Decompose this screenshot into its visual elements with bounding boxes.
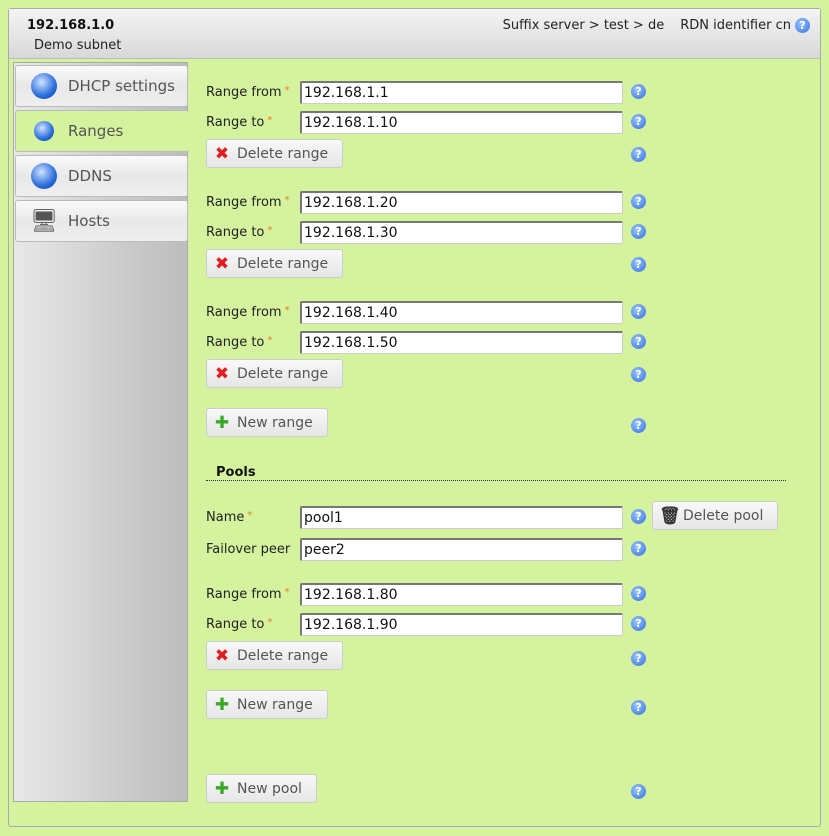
plus-icon: ✚ — [214, 778, 230, 799]
help-icon[interactable]: ? — [631, 194, 646, 209]
delete-pool-button[interactable]: 🗑 Delete pool — [652, 501, 779, 530]
header: 192.168.1.0 Demo subnet Suffix server > … — [9, 9, 820, 59]
required-icon: * — [284, 305, 290, 316]
help-icon[interactable]: ? — [631, 147, 646, 162]
help-icon[interactable]: ? — [631, 418, 646, 433]
help-icon[interactable]: ? — [631, 334, 646, 349]
required-icon: * — [267, 115, 273, 126]
delete-icon: ✖ — [214, 253, 230, 274]
help-icon[interactable]: ? — [795, 18, 810, 33]
breadcrumb[interactable]: Suffix server > test > de — [502, 18, 665, 33]
range-from-input[interactable]: 192.168.1.80 — [300, 583, 623, 606]
range-from-label: Range from * — [206, 305, 290, 320]
failover-peer-input[interactable]: peer2 — [300, 538, 623, 561]
sidebar-item-ddns[interactable]: DDNS — [15, 155, 188, 197]
page-subtitle: Demo subnet — [34, 38, 122, 53]
range-from-label: Range from * — [206, 85, 290, 100]
delete-range-button[interactable]: ✖ Delete range — [206, 641, 344, 670]
help-icon[interactable]: ? — [631, 367, 646, 382]
help-icon[interactable]: ? — [631, 784, 646, 799]
required-icon: * — [284, 587, 290, 598]
folder-globe-icon — [30, 117, 58, 145]
help-icon[interactable]: ? — [631, 586, 646, 601]
new-range-button[interactable]: ✚ New range — [206, 690, 328, 719]
help-icon[interactable]: ? — [631, 304, 646, 319]
required-icon: * — [267, 617, 273, 628]
globe-icon — [30, 72, 58, 100]
globe-icon — [30, 162, 58, 190]
help-icon[interactable]: ? — [631, 616, 646, 631]
required-icon: * — [247, 510, 253, 521]
range-from-input[interactable]: 192.168.1.20 — [300, 191, 623, 214]
sidebar-item-hosts[interactable]: 🖥 Hosts — [15, 200, 188, 242]
range-from-input[interactable]: 192.168.1.40 — [300, 301, 623, 324]
sidebar-item-dhcp-settings[interactable]: DHCP settings — [15, 65, 188, 107]
range-from-label: Range from * — [206, 195, 290, 210]
help-icon[interactable]: ? — [631, 509, 646, 524]
range-from-label: Range from * — [206, 587, 290, 602]
subnet-panel: 192.168.1.0 Demo subnet Suffix server > … — [8, 8, 821, 827]
delete-icon: ✖ — [214, 645, 230, 666]
plus-icon: ✚ — [214, 412, 230, 433]
trash-icon: 🗑 — [659, 505, 681, 526]
range-to-input[interactable]: 192.168.1.30 — [300, 221, 623, 244]
range-to-label: Range to * — [206, 225, 273, 240]
help-icon[interactable]: ? — [631, 84, 646, 99]
rdn-value: cn — [775, 18, 791, 33]
delete-range-button[interactable]: ✖ Delete range — [206, 139, 344, 168]
help-icon[interactable]: ? — [631, 541, 646, 556]
required-icon: * — [284, 85, 290, 96]
sidebar: DHCP settings Ranges DDNS 🖥 Hosts — [13, 62, 189, 802]
required-icon: * — [284, 195, 290, 206]
pools-heading: Pools — [216, 465, 256, 480]
pool-name-label: Name * — [206, 510, 253, 525]
delete-icon: ✖ — [214, 363, 230, 384]
new-range-button[interactable]: ✚ New range — [206, 408, 328, 437]
pool-name-input[interactable]: pool1 — [300, 506, 623, 529]
required-icon: * — [267, 335, 273, 346]
range-to-input[interactable]: 192.168.1.50 — [300, 331, 623, 354]
failover-peer-label: Failover peer — [206, 542, 291, 557]
help-icon[interactable]: ? — [631, 224, 646, 239]
page-title: 192.168.1.0 — [27, 18, 115, 33]
new-pool-button[interactable]: ✚ New pool — [206, 774, 317, 803]
help-icon[interactable]: ? — [631, 114, 646, 129]
delete-range-button[interactable]: ✖ Delete range — [206, 249, 344, 278]
help-icon[interactable]: ? — [631, 700, 646, 715]
help-icon[interactable]: ? — [631, 257, 646, 272]
rdn-label: RDN identifier — [680, 18, 772, 33]
computer-icon: 🖥 — [30, 208, 58, 234]
divider — [206, 480, 786, 481]
required-icon: * — [267, 225, 273, 236]
range-to-label: Range to * — [206, 115, 273, 130]
range-from-input[interactable]: 192.168.1.1 — [300, 81, 623, 104]
range-to-label: Range to * — [206, 335, 273, 350]
sidebar-item-label: Hosts — [68, 212, 110, 230]
sidebar-item-label: Ranges — [68, 122, 124, 140]
range-to-input[interactable]: 192.168.1.90 — [300, 613, 623, 636]
range-to-input[interactable]: 192.168.1.10 — [300, 111, 623, 134]
range-to-label: Range to * — [206, 617, 273, 632]
delete-range-button[interactable]: ✖ Delete range — [206, 359, 344, 388]
plus-icon: ✚ — [214, 694, 230, 715]
delete-icon: ✖ — [214, 143, 230, 164]
help-icon[interactable]: ? — [631, 651, 646, 666]
sidebar-item-ranges[interactable]: Ranges — [15, 110, 189, 152]
sidebar-item-label: DDNS — [68, 167, 112, 185]
sidebar-item-label: DHCP settings — [68, 77, 175, 95]
